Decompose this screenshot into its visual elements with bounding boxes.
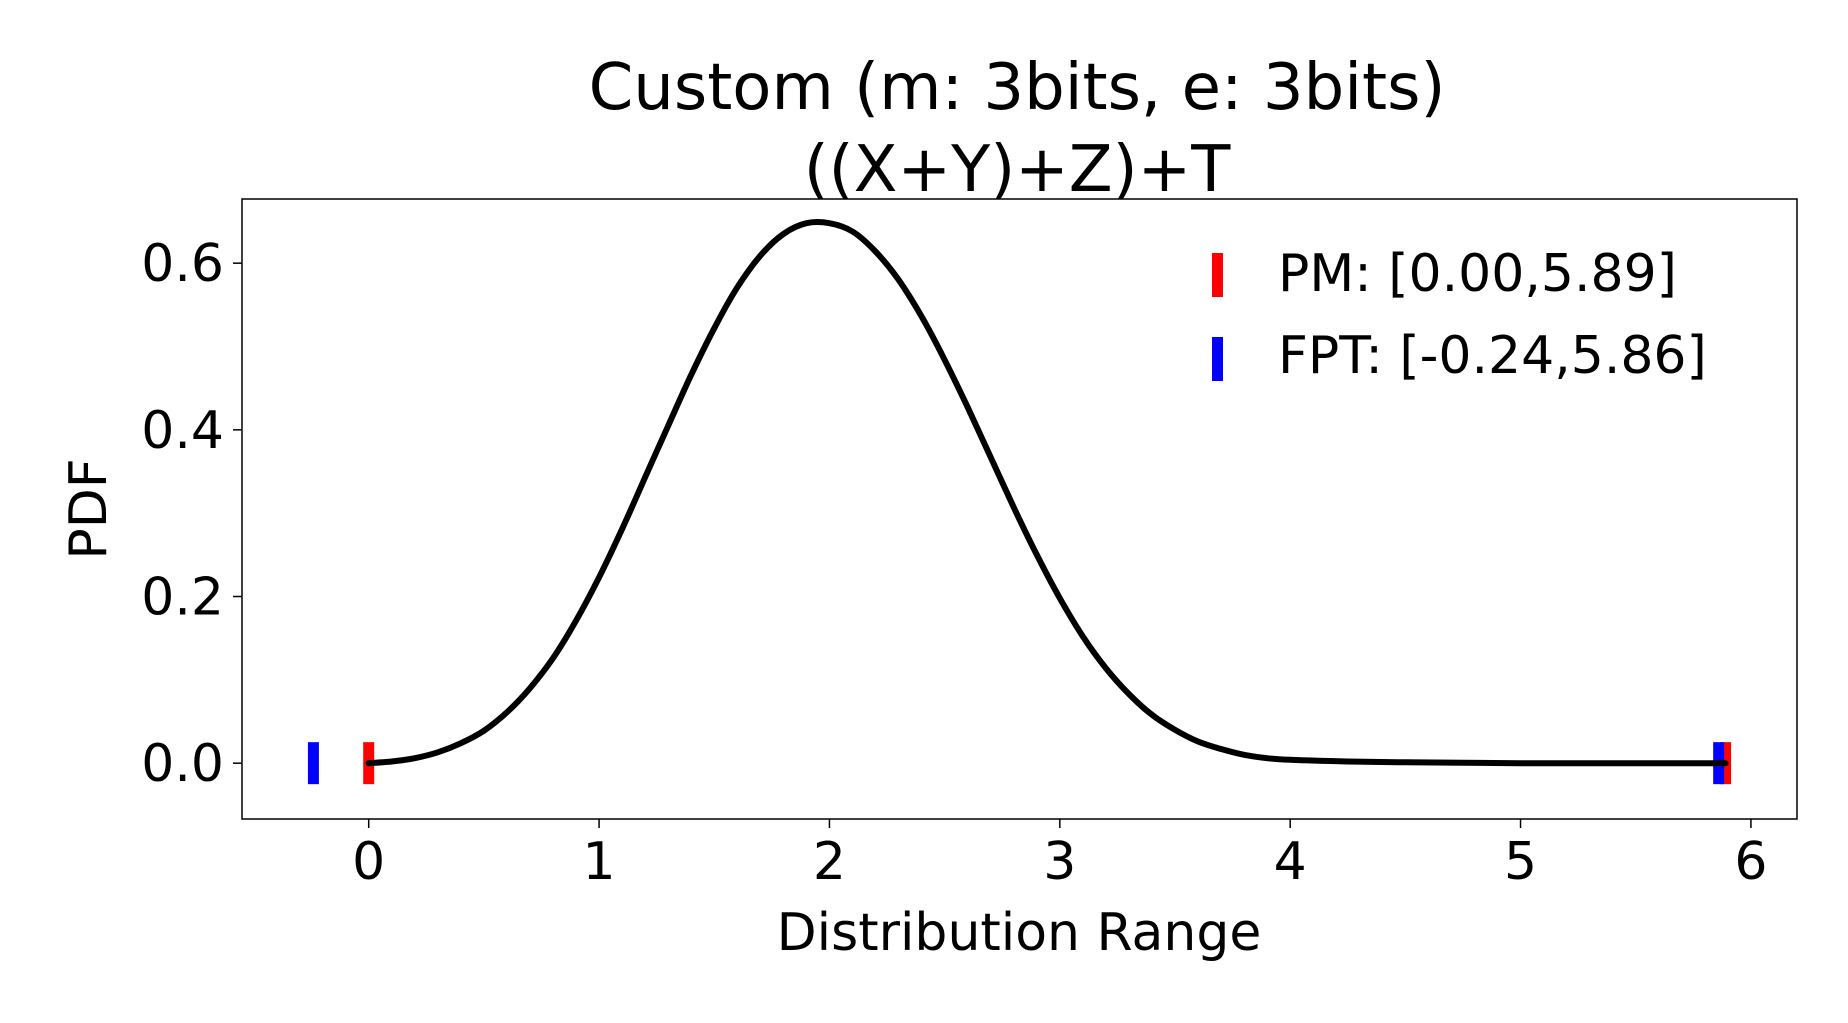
x-tick-label: 6 bbox=[1734, 832, 1767, 892]
y-axis-ticks: 0.0 0.2 0.4 0.6 bbox=[141, 234, 242, 794]
legend-label-pm: PM: [0.00,5.89] bbox=[1278, 244, 1677, 304]
pdf-series-line-0 bbox=[365, 219, 1729, 767]
x-axis-label: Distribution Range bbox=[777, 903, 1262, 963]
y-tick-label: 0.4 bbox=[141, 401, 224, 461]
fpt-interval-low-marker bbox=[307, 742, 319, 785]
x-tick-label: 2 bbox=[813, 832, 846, 892]
legend-marker-pm bbox=[1212, 253, 1223, 297]
legend-marker-fpt bbox=[1212, 337, 1223, 381]
y-tick-label: 0.6 bbox=[141, 234, 224, 294]
y-axis-label: PDF bbox=[59, 458, 119, 559]
legend: PM: [0.00,5.89] FPT: [-0.24,5.86] bbox=[1212, 244, 1707, 386]
chart-marks bbox=[307, 219, 1732, 785]
chart-title-line-2: ((X+Y)+Z)+T bbox=[804, 133, 1232, 207]
x-tick-label: 3 bbox=[1043, 832, 1076, 892]
y-tick-label: 0.0 bbox=[141, 734, 224, 794]
x-tick-label: 1 bbox=[583, 832, 616, 892]
x-tick-label: 4 bbox=[1274, 832, 1307, 892]
y-tick-label: 0.2 bbox=[141, 568, 224, 628]
x-tick-label: 0 bbox=[352, 832, 385, 892]
x-tick-label: 5 bbox=[1504, 832, 1537, 892]
chart-title-line-1: Custom (m: 3bits, e: 3bits) bbox=[589, 51, 1446, 125]
legend-label-fpt: FPT: [-0.24,5.86] bbox=[1278, 326, 1707, 386]
x-axis-ticks: 0 1 2 3 4 5 6 bbox=[352, 819, 1767, 892]
